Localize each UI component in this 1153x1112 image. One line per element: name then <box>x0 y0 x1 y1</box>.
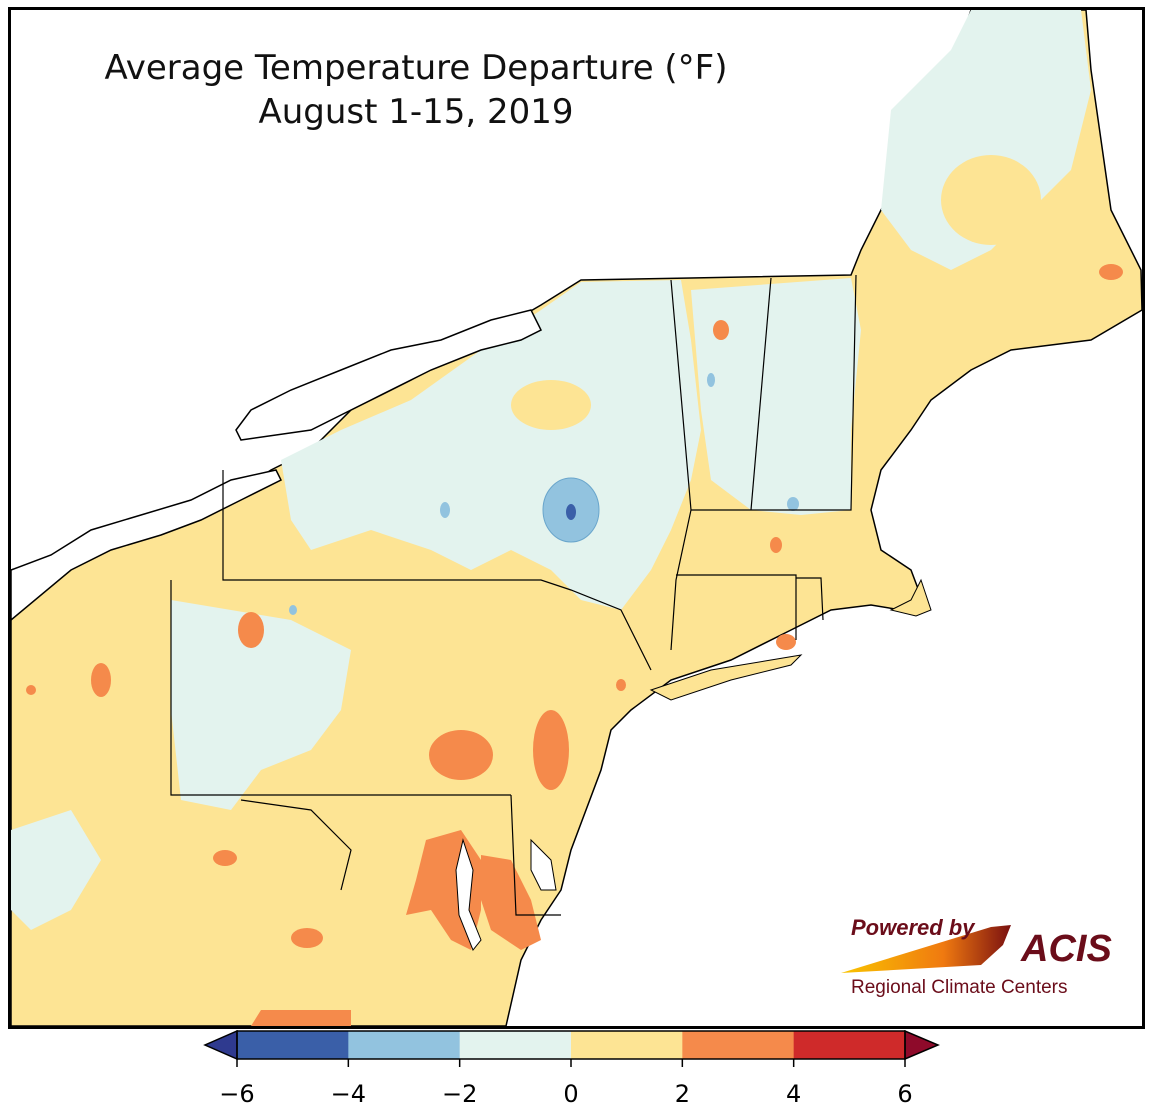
acis-logo: Powered by ACIS Regional Climate Centers <box>841 915 1112 998</box>
warmer-patch <box>291 928 323 948</box>
legend-tick-label: 0 <box>563 1080 578 1108</box>
cool-patch <box>787 497 799 511</box>
legend-bin <box>682 1031 795 1059</box>
cooler-patch <box>566 504 576 520</box>
near-normal-region-nne <box>691 278 861 515</box>
acis-swoosh <box>841 925 1011 973</box>
warmer-patch <box>26 685 36 695</box>
legend-tick-label: −2 <box>442 1080 477 1108</box>
legend-bin <box>237 1031 349 1059</box>
warmer-patch <box>1099 264 1123 280</box>
legend-bin <box>348 1031 461 1059</box>
legend-over-arrow <box>904 1030 940 1061</box>
legend-tick-label: 4 <box>786 1080 801 1108</box>
near-normal-region-maine <box>881 10 1091 270</box>
legend-bin <box>793 1031 906 1059</box>
warmer-patch-delmarva <box>481 855 541 950</box>
warmer-patch <box>770 537 782 553</box>
map-frame: Average Temperature Departure (°F) Augus… <box>8 7 1145 1029</box>
warmer-patch <box>776 634 796 650</box>
warmer-patch <box>533 710 569 790</box>
warmer-patch-south <box>251 1010 351 1026</box>
acis-text: ACIS <box>1020 928 1112 970</box>
cool-patch <box>440 502 450 518</box>
lake-erie <box>11 469 283 621</box>
warmer-patch <box>616 679 626 691</box>
near-normal-region-west <box>11 810 101 930</box>
map-title-line2: August 1-15, 2019 <box>258 92 574 132</box>
temperature-departure-map <box>11 10 1142 1026</box>
warmer-patch <box>713 320 729 340</box>
powered-by-text: Powered by <box>851 915 976 940</box>
map-title-line1: Average Temperature Departure (°F) <box>104 48 728 88</box>
warm-patch <box>941 155 1041 245</box>
legend-bins <box>237 1031 906 1059</box>
chesapeake-bay <box>455 838 482 951</box>
map-title: Average Temperature Departure (°F) Augus… <box>11 46 821 134</box>
lake-ontario <box>235 309 543 441</box>
legend-tick-label: 2 <box>675 1080 690 1108</box>
cape-cod <box>889 578 932 617</box>
near-normal-region-ny <box>281 280 701 610</box>
legend-tick-label: −4 <box>331 1080 366 1108</box>
legend-under-arrow <box>203 1030 238 1061</box>
warmer-patch <box>213 850 237 866</box>
warmer-patch <box>238 612 264 648</box>
legend-tick-label: 6 <box>897 1080 912 1108</box>
near-normal-region-pa <box>171 600 351 810</box>
long-island <box>649 654 803 701</box>
warm-patch <box>511 380 591 430</box>
cool-patch <box>289 605 297 615</box>
legend-bin <box>459 1031 572 1059</box>
legend-bin <box>571 1031 683 1059</box>
delaware-bay <box>530 838 557 891</box>
cool-patch <box>707 373 715 387</box>
legend-ticks: −6 −4 −2 0 2 4 6 <box>219 1059 913 1108</box>
color-legend: −6 −4 −2 0 2 4 6 <box>203 1030 940 1108</box>
warmer-patch <box>429 730 493 780</box>
state-boundaries <box>170 274 857 916</box>
rcc-text: Regional Climate Centers <box>851 977 1068 998</box>
legend-tick-label: −6 <box>219 1080 254 1108</box>
warmer-patch <box>91 663 111 697</box>
